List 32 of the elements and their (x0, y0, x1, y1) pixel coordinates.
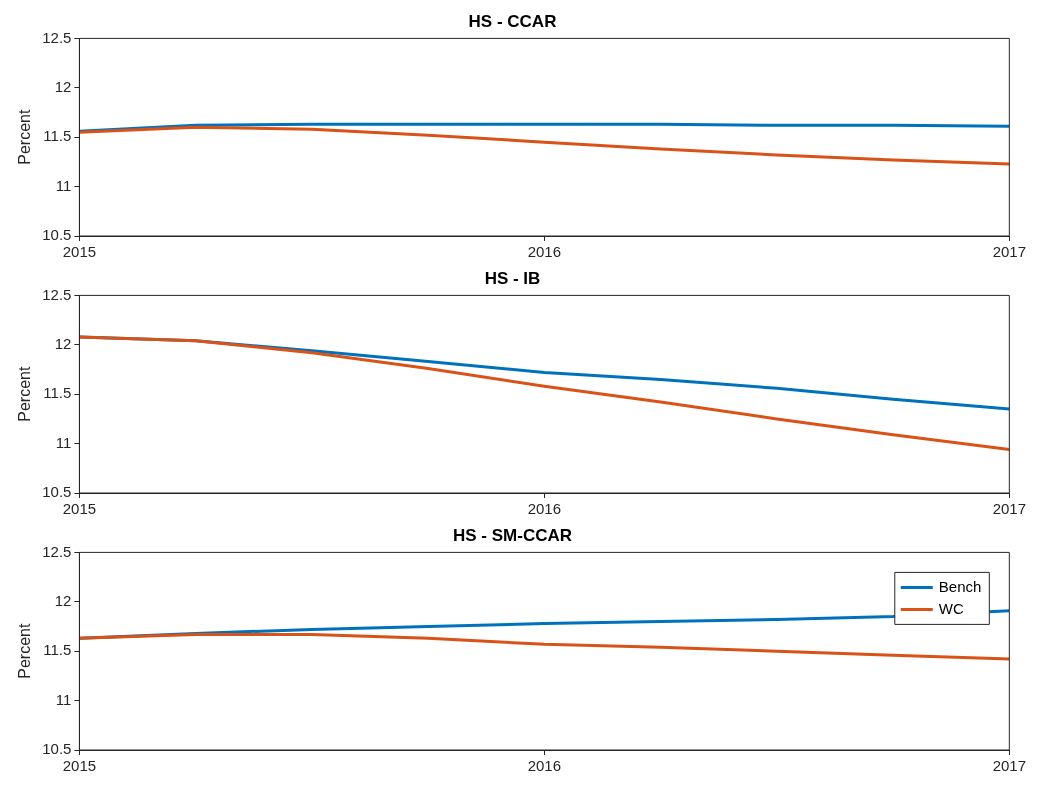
y-tick-label: 12.5 (42, 28, 72, 46)
x-tick-label: 2017 (992, 500, 1026, 518)
y-tick-label: 12 (54, 334, 72, 352)
y-tick-label: 11.5 (43, 641, 72, 659)
x-tick-label: 2016 (527, 500, 562, 518)
x-tick-label: 2015 (62, 757, 97, 775)
y-tick-label: 10.5 (42, 226, 72, 244)
x-tick-label: 2017 (992, 243, 1026, 261)
x-tick-label: 2015 (62, 500, 97, 518)
y-tick-label: 12.5 (42, 285, 72, 303)
x-tick-label: 2015 (62, 243, 97, 261)
y-tick-label: 11 (55, 690, 72, 708)
y-tick-label: 11 (55, 433, 72, 451)
y-tick-label: 10.5 (42, 740, 72, 758)
y-axis-title: Percent (16, 623, 34, 679)
y-tick-label: 11 (55, 176, 72, 194)
chart-title: HS - SM-CCAR (453, 525, 572, 545)
y-tick-label: 10.5 (42, 483, 72, 501)
y-tick-label: 11.5 (43, 384, 72, 402)
y-axis-title: Percent (16, 366, 34, 422)
chart-title: HS - CCAR (468, 11, 557, 31)
y-tick-label: 12 (54, 591, 72, 609)
legend-label: Bench (938, 577, 982, 595)
y-tick-label: 11.5 (43, 127, 72, 145)
y-tick-label: 12.5 (42, 542, 72, 560)
x-tick-label: 2016 (527, 243, 562, 261)
x-tick-label: 2016 (527, 757, 562, 775)
y-axis-title: Percent (16, 109, 34, 165)
y-tick-label: 12 (54, 77, 72, 95)
legend-label: WC (938, 599, 964, 617)
x-tick-label: 2017 (992, 757, 1026, 775)
chart-title: HS - IB (484, 268, 541, 288)
